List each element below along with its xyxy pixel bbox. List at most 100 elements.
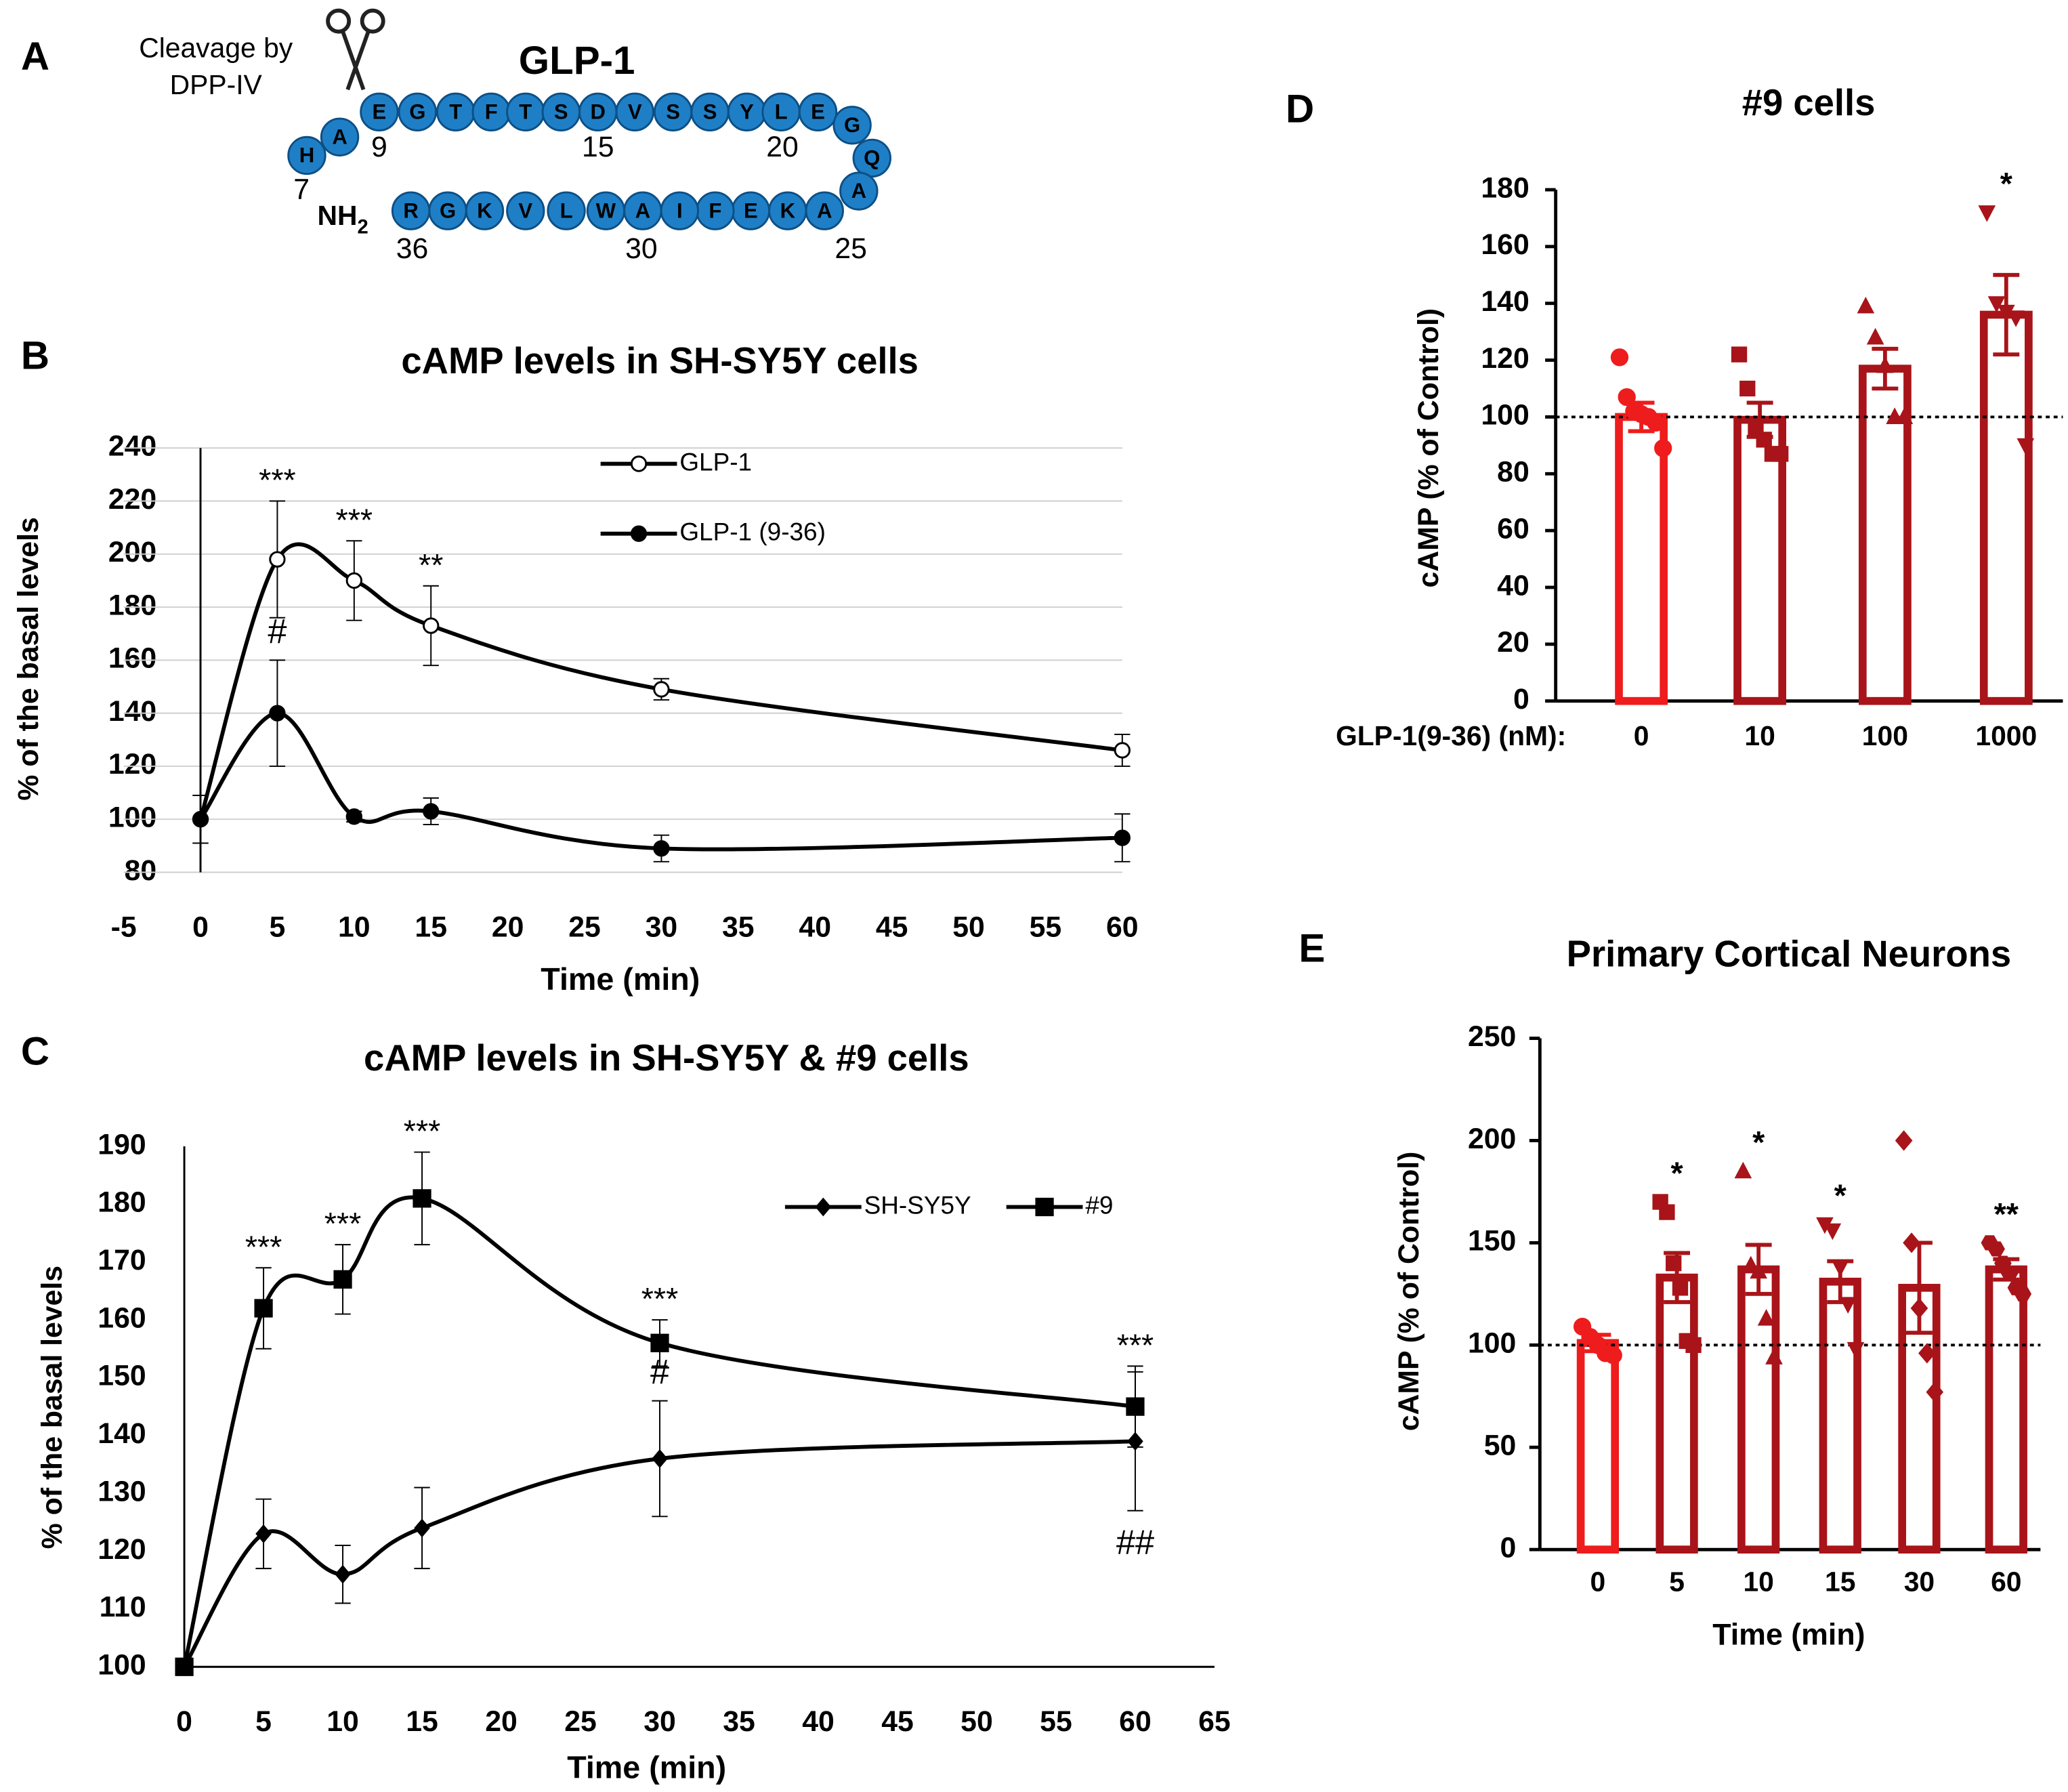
residue-letter: Q: [864, 146, 880, 170]
data-point: [2017, 438, 2035, 455]
x-tick-label: 15: [406, 1705, 438, 1738]
data-point: [1866, 328, 1884, 345]
residue-circle: [798, 92, 838, 131]
y-tick-label: 110: [100, 1591, 146, 1623]
data-point: [1618, 388, 1636, 407]
y-tick-label: 180: [1481, 171, 1529, 204]
data-point: [2007, 310, 2025, 327]
marker: [1126, 1397, 1145, 1416]
chart-title: #9 cells: [1742, 82, 1876, 123]
marker: [175, 1657, 194, 1676]
y-tick-label: 100: [1481, 399, 1529, 432]
marker: [269, 705, 286, 722]
residue-letter: A: [332, 125, 347, 148]
data-point: [1823, 1223, 1842, 1241]
annotation: ***: [245, 1229, 282, 1264]
y-axis-title: cAMP (% of Control): [1393, 1152, 1425, 1432]
residue-letter: G: [409, 100, 425, 123]
y-tick-label: 120: [108, 748, 156, 780]
y-tick-label: 0: [1500, 1531, 1517, 1564]
data-point: [1647, 413, 1665, 432]
x-tick-label: 25: [568, 911, 601, 943]
y-axis-title: cAMP (% of Control): [1412, 308, 1445, 588]
marker: [650, 1333, 669, 1352]
bar: [1615, 413, 1668, 705]
data-point: [1987, 296, 2006, 313]
legend-label: GLP-1 (9-36): [679, 518, 826, 545]
x-tick-label: 50: [961, 1705, 993, 1738]
chart-title: cAMP levels in SH-SY5Y & #9 cells: [364, 1037, 969, 1079]
bar: [1819, 1277, 1861, 1554]
data-point: [1903, 1232, 1920, 1253]
annotation: ***: [324, 1206, 361, 1241]
data-point: [1857, 296, 1875, 314]
y-tick-label: 180: [98, 1186, 146, 1219]
x-tick-label: 50: [952, 911, 985, 943]
annotation: ***: [336, 502, 373, 537]
data-point: [1847, 1341, 1865, 1359]
y-axis-title: % of the basal levels: [12, 517, 45, 800]
y-tick-label: 80: [125, 854, 157, 887]
cleavage-label: DPP-IV: [170, 69, 263, 100]
residue-circle: [320, 117, 360, 157]
residue-circle: [547, 191, 586, 230]
y-tick-label: 150: [98, 1360, 146, 1392]
data-point: [1987, 1241, 2005, 1257]
data-point: [1773, 446, 1789, 462]
y-axis-title: % of the basal levels: [36, 1266, 68, 1549]
residue-letter: A: [817, 199, 832, 222]
residue-letter: S: [666, 100, 680, 123]
marker: [1114, 829, 1131, 846]
x-tick-label: 60: [1106, 911, 1139, 943]
y-tick-label: 200: [1468, 1123, 1516, 1155]
y-tick-label: 0: [1513, 683, 1529, 715]
series-line: [198, 542, 1123, 820]
annotation: *: [1671, 1155, 1684, 1190]
residue-letter: A: [635, 199, 650, 222]
x-tick-label: 45: [881, 1705, 914, 1738]
terminus-subscript: 2: [357, 216, 368, 238]
y-tick-label: 140: [1481, 285, 1529, 318]
data-point: [1997, 304, 2015, 322]
y-tick-label: 160: [108, 642, 156, 675]
annotation: ***: [259, 463, 295, 498]
annotation: *: [2000, 166, 2013, 201]
annotation: **: [1994, 1196, 2019, 1232]
legend-marker: [630, 455, 648, 472]
data-point: [1659, 1204, 1675, 1220]
data-point: [1895, 407, 1914, 424]
annotation: ***: [641, 1281, 678, 1316]
bar: [1733, 415, 1787, 705]
marker: [345, 808, 362, 825]
data-point: [1765, 1348, 1783, 1364]
residue-letter: L: [775, 100, 788, 123]
x-axis-title: Time (min): [567, 1749, 726, 1785]
data-point: [1672, 1280, 1689, 1296]
panel-letter: E: [1299, 927, 1325, 971]
residue-letter: D: [591, 100, 606, 123]
data-point: [1757, 1309, 1775, 1326]
marker: [652, 1449, 668, 1468]
data-point: [1831, 1260, 1849, 1277]
y-tick-label: 140: [98, 1417, 146, 1450]
x-axis-title: Time (min): [1712, 1618, 1865, 1651]
y-tick-label: 80: [1497, 456, 1529, 488]
x-tick-label: 10: [1744, 720, 1775, 751]
y-tick-label: 170: [98, 1244, 146, 1276]
marker: [255, 1524, 272, 1543]
residue-number: 30: [625, 232, 658, 265]
legend-label: GLP-1: [679, 448, 752, 476]
data-point: [1731, 346, 1748, 362]
y-tick-label: 100: [98, 1649, 146, 1682]
x-tick-label: 0: [176, 1705, 192, 1738]
y-tick-label: 100: [1468, 1327, 1516, 1360]
residue-circle: [832, 106, 872, 145]
marker: [192, 811, 209, 828]
residue-circle: [287, 136, 326, 175]
residue-number: 20: [766, 131, 799, 163]
legend-label: SH-SY5Y: [864, 1191, 971, 1219]
data-point: [1895, 1130, 1913, 1151]
y-tick-label: 50: [1484, 1430, 1517, 1462]
residue-circle: [586, 191, 626, 230]
